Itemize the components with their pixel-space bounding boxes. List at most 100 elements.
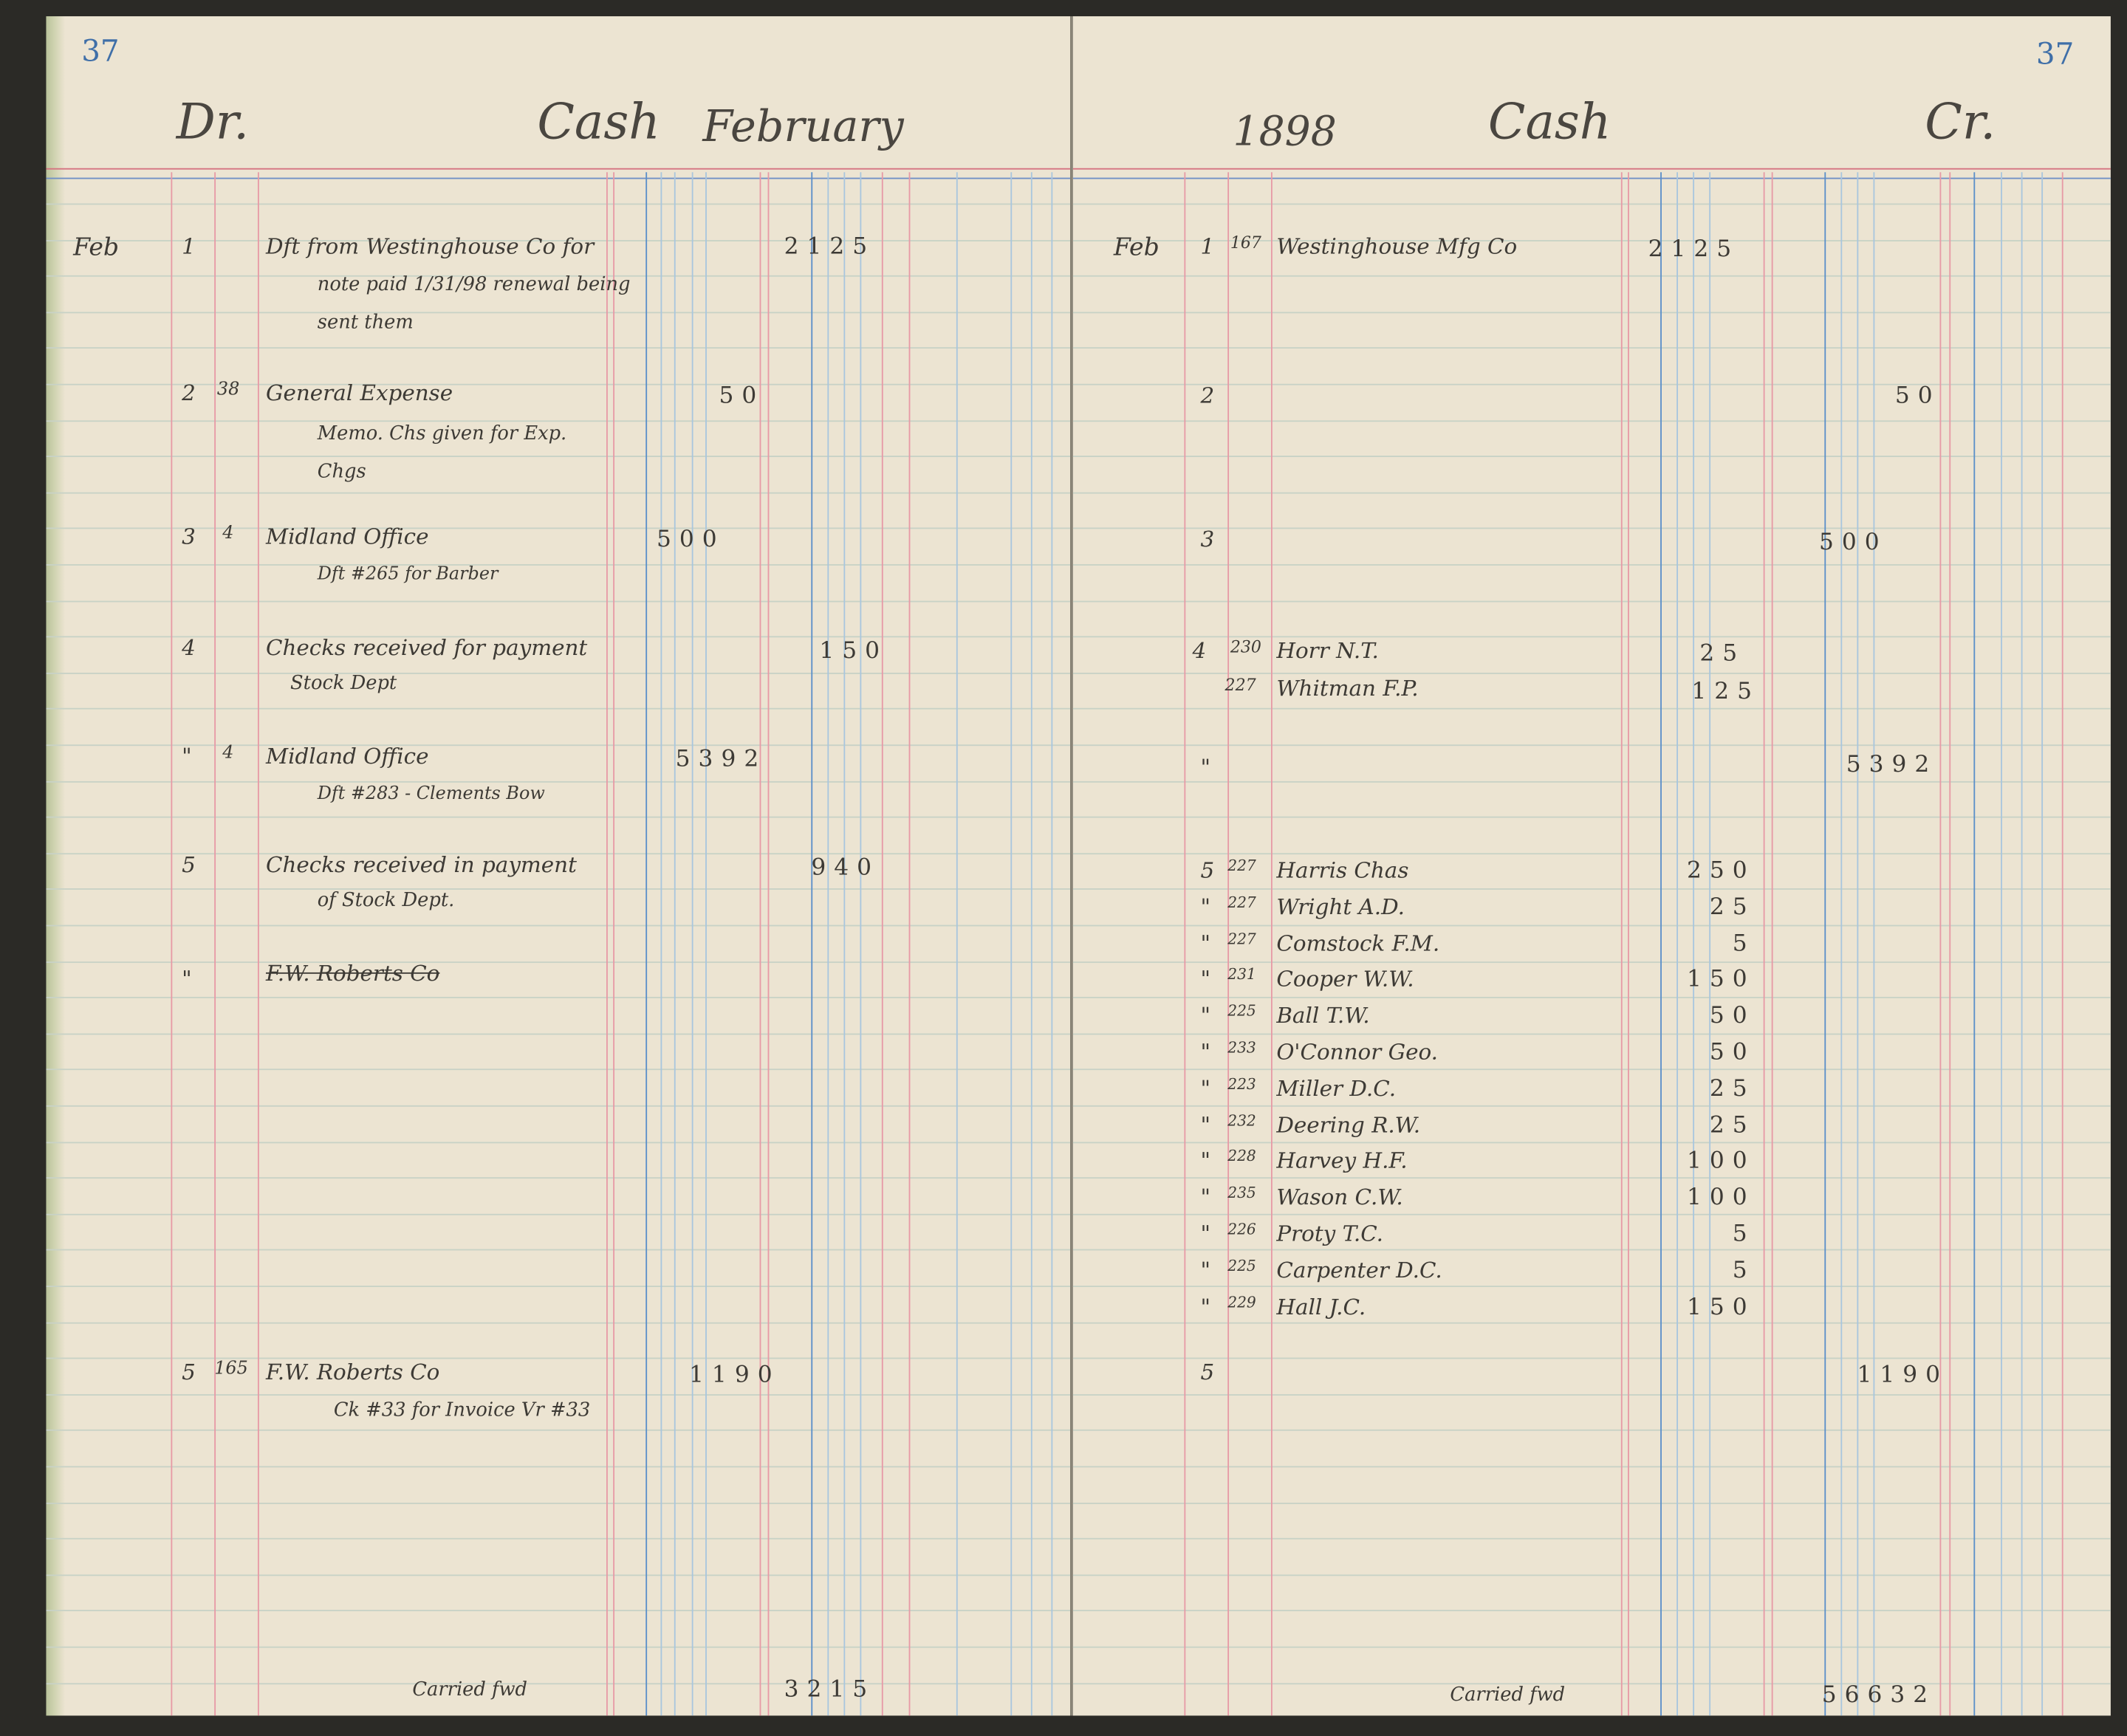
ruled-line <box>46 961 1071 963</box>
entry-amount: 250 <box>1687 857 1756 885</box>
column-rule <box>2001 172 2002 1716</box>
ruled-line <box>1072 564 2111 566</box>
column-rule <box>1620 172 1623 1716</box>
column-rule <box>827 172 829 1716</box>
ruled-line <box>46 239 1071 241</box>
entry-amount: 2125 <box>1648 236 1740 264</box>
ruled-line <box>46 1393 1071 1396</box>
ruled-line <box>1072 744 2111 747</box>
entry-name: Hall J.C. <box>1276 1293 1366 1320</box>
ruled-line <box>1072 1574 2111 1576</box>
column-rule <box>613 172 615 1716</box>
ruled-line <box>1072 1322 2111 1323</box>
ruled-line <box>1072 888 2111 891</box>
ruled-line <box>1072 1286 2111 1288</box>
ruled-line <box>1072 852 2111 854</box>
entry-day: " <box>1200 966 1210 992</box>
ruled-line <box>46 1069 1071 1071</box>
entry-name: Cooper W.W. <box>1276 966 1414 992</box>
entry-folio: 223 <box>1227 1075 1256 1094</box>
ruled-line <box>46 672 1071 674</box>
entry-folio: 165 <box>214 1359 248 1379</box>
entry-day: " <box>1200 893 1210 919</box>
entry-amount: 2125 <box>784 233 876 261</box>
ruled-line <box>46 636 1071 638</box>
ruled-line <box>46 347 1071 349</box>
entry-day: " <box>1200 1038 1210 1065</box>
ruled-line <box>46 1574 1071 1576</box>
entry-amount: 125 <box>1691 678 1761 706</box>
book-gutter <box>1070 16 1075 1716</box>
ruled-line <box>1072 1430 2111 1432</box>
footer-total: 56632 <box>1821 1681 1936 1709</box>
entry-name: Horr N.T. <box>1276 637 1379 664</box>
ruled-line <box>1072 997 2111 999</box>
ruled-line <box>1072 528 2111 530</box>
entry-amount: 500 <box>656 526 725 554</box>
entry-desc: Memo. Chs given for Exp. <box>317 423 567 445</box>
column-rule <box>1628 172 1629 1716</box>
entry-name: Proty T.C. <box>1276 1221 1384 1246</box>
entry-day: 2 <box>1200 382 1215 408</box>
entry-folio: 232 <box>1227 1111 1256 1130</box>
column-rule <box>1973 172 1976 1716</box>
column-rule <box>1030 172 1032 1716</box>
column-rule <box>767 172 770 1716</box>
ruled-line <box>46 1177 1071 1179</box>
column-rule <box>691 172 693 1716</box>
ruled-line <box>46 1538 1071 1540</box>
ruled-line <box>46 1249 1071 1252</box>
ruled-line <box>46 1610 1071 1612</box>
column-rule <box>257 172 259 1716</box>
ruled-line <box>1072 1610 2111 1612</box>
entry-day: " <box>1200 1075 1210 1102</box>
ruled-line <box>46 997 1071 999</box>
ruled-line <box>46 600 1071 602</box>
column-rule <box>1949 172 1951 1716</box>
ruled-line <box>1072 1466 2111 1468</box>
entry-amount: 5 <box>1732 1257 1756 1284</box>
ruled-line <box>46 817 1071 818</box>
entry-folio: 227 <box>1225 675 1256 695</box>
ruled-line <box>1072 1646 2111 1648</box>
ruled-line <box>46 1430 1071 1432</box>
entry-amount: 50 <box>1709 1038 1756 1066</box>
column-rule <box>1184 172 1186 1716</box>
ruled-line <box>46 492 1071 494</box>
entry-amount: 25 <box>1699 639 1746 668</box>
ruled-line <box>46 888 1071 891</box>
column-rule <box>1840 172 1843 1716</box>
entry-day: 4 <box>182 634 196 661</box>
entry-desc: Stock Dept <box>290 673 397 695</box>
ruled-line <box>46 744 1071 747</box>
entry-day: " <box>182 743 192 769</box>
entry-folio: 225 <box>1227 1257 1256 1275</box>
entry-folio: 228 <box>1227 1147 1256 1166</box>
ruled-line <box>1072 636 2111 638</box>
ruled-line <box>1072 924 2111 927</box>
ruled-line <box>46 203 1071 205</box>
entry-folio: 38 <box>216 380 240 400</box>
entry-day: 5 <box>182 851 196 878</box>
ruled-line <box>1072 600 2111 602</box>
entry-desc: F.W. Roberts Co <box>265 1359 440 1385</box>
entry-amount: 150 <box>819 637 888 665</box>
column-rule <box>171 172 173 1716</box>
entry-desc: Checks received for payment <box>265 634 588 661</box>
column-rule <box>956 172 958 1716</box>
ruled-line <box>46 528 1071 530</box>
ruled-line <box>46 1033 1071 1035</box>
right-page: 37 1898 Cash Cr. Feb 1 167 Westinghouse … <box>1072 16 2111 1716</box>
ruled-line <box>1072 383 2111 385</box>
header-rule <box>1072 168 2111 179</box>
entry-desc-struck: F.W. Roberts Co <box>265 960 440 987</box>
column-rule <box>2061 172 2063 1716</box>
entry-day: " <box>1200 1002 1210 1029</box>
entry-day: " <box>1200 1147 1210 1174</box>
entry-desc: Midland Office <box>265 523 429 549</box>
entry-day: 3 <box>1200 526 1215 552</box>
ruled-line <box>46 1286 1071 1288</box>
entry-amount: 100 <box>1687 1184 1756 1212</box>
ruled-line <box>46 312 1071 313</box>
